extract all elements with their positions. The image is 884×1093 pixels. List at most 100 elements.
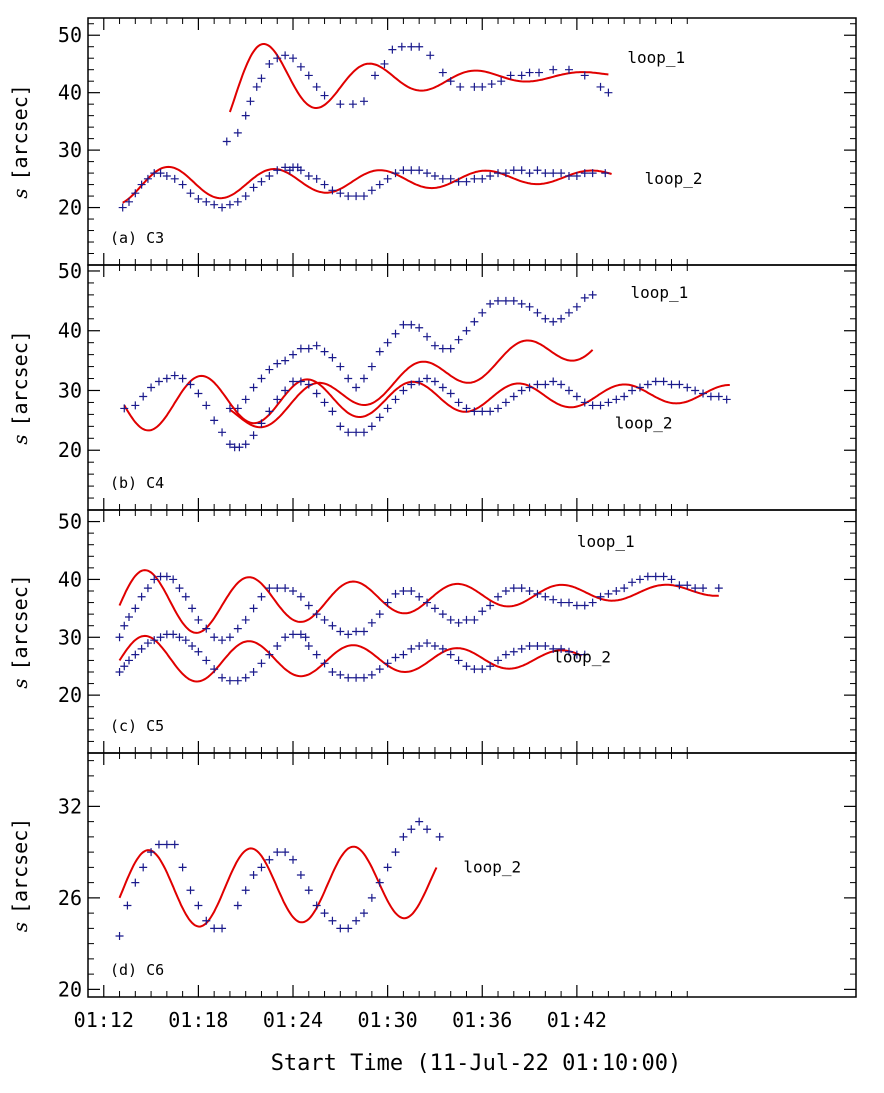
data-point [194,647,203,656]
data-point [225,404,234,413]
data-point [175,584,184,593]
y-axis-label: s [arcsec] [8,84,32,199]
y-tick-label: 50 [58,23,82,47]
y-tick-label: 40 [58,81,82,105]
data-point [399,166,408,175]
data-point [375,878,384,887]
data-point [296,630,305,639]
data-point [218,924,227,933]
data-point [296,62,305,71]
data-point [344,428,353,437]
data-point [383,174,392,183]
data-point [509,166,518,175]
data-point [147,848,156,857]
y-tick-label: 20 [58,977,82,1001]
data-point [131,604,140,613]
data-point [115,633,124,642]
data-point [150,575,159,584]
data-point [181,636,190,645]
data-point [454,177,463,186]
data-point [564,647,573,656]
data-point [430,377,439,386]
data-point [407,166,416,175]
data-point [446,389,455,398]
data-point [535,68,544,77]
data-point [328,621,337,630]
data-point [162,171,171,180]
panel-label: (a) C3 [110,229,164,247]
data-point [557,314,566,323]
data-point [246,97,255,106]
data-point [312,82,321,91]
data-point [194,389,203,398]
series-label-loop_2: loop_2 [615,413,673,432]
fit-curve-loop_2 [118,634,583,683]
data-point [170,174,179,183]
data-point [391,589,400,598]
data-point [131,401,140,410]
data-point [525,383,534,392]
data-point [265,855,274,864]
data-point [494,404,503,413]
data-point [320,909,329,918]
y-axis-unit: [arcsec] [8,84,32,180]
data-point [359,97,368,106]
data-point [478,174,487,183]
data-point [296,592,305,601]
data-point [375,413,384,422]
data-point [397,42,406,51]
data-point [549,377,558,386]
data-point [501,587,510,595]
data-point [125,656,134,665]
data-point [131,650,140,659]
data-point [257,177,266,186]
data-point [156,169,165,178]
data-point [218,636,227,645]
data-point [328,916,337,925]
data-point [391,169,400,178]
data-point [572,601,581,610]
data-point [572,392,581,401]
data-point [367,422,376,431]
data-point [233,197,242,206]
data-point [367,618,376,627]
data-point [564,65,573,74]
data-point [612,395,621,404]
data-point [375,347,384,356]
data-point [580,293,589,302]
data-point [415,42,424,51]
panels: 20 30 40 50 s [arcsec] (a) C3 loop_1 loop_2 20 30 4… [8,17,857,1032]
data-point [494,296,503,305]
data-point [375,665,384,674]
data-point [588,401,597,410]
series-loop_2 [115,630,589,685]
data-point [194,901,203,910]
data-point [150,636,159,645]
data-point [367,893,376,902]
data-point [438,174,447,183]
data-point [225,676,234,685]
data-point [486,407,495,416]
data-point [549,317,558,326]
data-point [517,644,526,653]
data-point [659,377,668,386]
data-point [222,137,231,146]
data-point [509,296,518,305]
data-point [383,338,392,347]
data-point [367,670,376,679]
data-point [320,615,329,624]
data-point [691,584,700,593]
data-point [281,51,290,60]
data-point [423,332,432,341]
data-point [265,365,274,374]
panel-frame [87,264,857,511]
fit-curve-loop_2 [122,165,612,204]
data-point [344,924,353,933]
data-point [549,644,558,653]
data-point [273,54,282,63]
data-point [525,68,534,77]
data-point [312,174,321,183]
data-point [265,171,274,180]
data-point [438,344,447,353]
data-point [304,886,313,895]
